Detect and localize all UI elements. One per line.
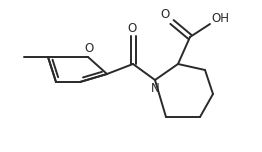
- Text: O: O: [160, 9, 170, 21]
- Text: O: O: [84, 43, 94, 55]
- Text: OH: OH: [211, 12, 229, 24]
- Text: O: O: [127, 22, 137, 36]
- Text: N: N: [151, 81, 159, 95]
